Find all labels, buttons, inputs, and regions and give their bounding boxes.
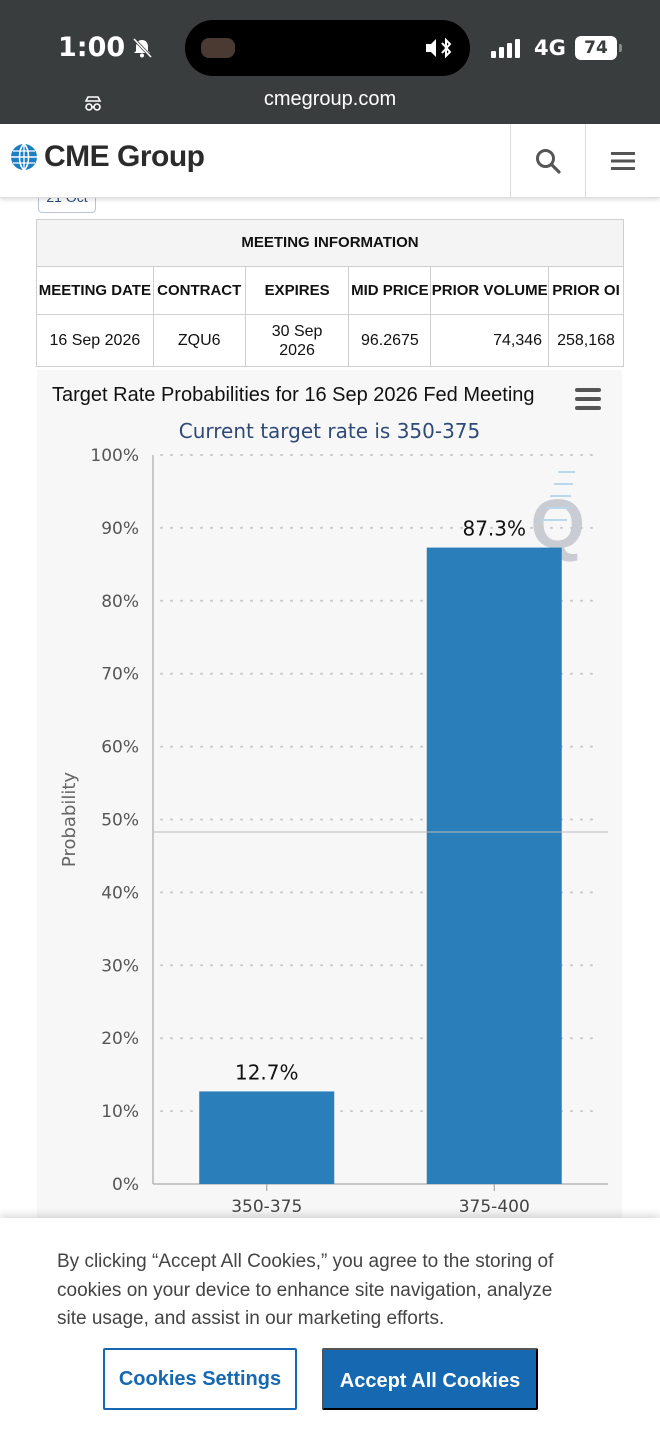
chart-context-menu-icon[interactable] [575,388,601,410]
site-header: CME Group [0,124,660,198]
network-type: 4G [534,36,566,60]
table-row: 16 Sep 2026 ZQU6 30 Sep 2026 96.2675 74,… [36,314,624,367]
battery-icon: 74 [575,36,617,60]
y-tick-label: 90% [101,519,139,539]
table-cell: 258,168 [548,314,624,367]
cme-logo[interactable]: CME Group [10,140,205,174]
logo-text: CME Group [44,140,205,173]
meeting-info-table: MEETING INFORMATION MEETING DATE CONTRAC… [36,219,624,367]
bar [199,1091,335,1184]
column-header: PRIOR OI [548,266,624,315]
battery-tip [619,44,622,52]
table-cell: ZQU6 [152,314,246,367]
table-cell: 96.2675 [348,314,432,367]
chart-plot: Q0%10%20%30%40%50%60%70%80%90%100%Probab… [59,446,608,1217]
column-header: MEETING DATE [36,266,154,315]
status-time: 1:00 [58,32,153,63]
cookies-settings-button[interactable]: Cookies Settings [103,1348,297,1410]
y-tick-label: 100% [90,446,139,466]
column-header: PRIOR VOLUME [430,266,550,315]
date-tab-label: 21 Oct [46,193,88,205]
dynamic-island[interactable] [185,20,470,76]
table-cell: 16 Sep 2026 [36,314,154,367]
y-tick-label: 0% [112,1175,139,1195]
y-tick-label: 50% [101,811,139,831]
y-tick-label: 70% [101,665,139,685]
cookie-banner: By clicking “Accept All Cookies,” you ag… [0,1218,660,1434]
bar [426,547,562,1184]
y-tick-label: 60% [101,738,139,758]
address-bar[interactable]: cmegroup.com [263,88,397,110]
table-caption: MEETING INFORMATION [36,219,624,267]
globe-logo-icon [11,143,37,171]
y-axis-title: Probability [59,772,80,867]
table-cell: 74,346 [430,314,550,367]
data-label: 12.7% [235,1060,299,1084]
column-header: MID PRICE [348,266,432,315]
hamburger-menu-icon [611,152,635,170]
accept-all-cookies-button[interactable]: Accept All Cookies [322,1348,538,1410]
column-header: EXPIRES [244,266,350,315]
y-tick-label: 10% [101,1102,139,1122]
cellular-signal-icon [491,38,520,58]
status-bar: 1:00 4G 74 cmegroup.com [0,0,660,124]
y-tick-label: 30% [101,956,139,976]
bell-muted-icon [133,37,153,58]
x-tick-label: 350-375 [231,1197,302,1217]
meeting-date-tab[interactable]: 21 Oct [38,193,96,213]
data-label: 87.3% [462,517,526,541]
bluetooth-speaker-icon [426,37,452,59]
y-tick-label: 80% [101,592,139,612]
search-button[interactable] [510,124,585,198]
probability-chart: Target Rate Probabilities for 16 Sep 202… [37,370,622,1240]
site-settings-icon[interactable] [82,92,104,114]
search-icon [536,149,561,174]
x-tick-label: 375-400 [459,1197,530,1217]
y-tick-label: 40% [101,883,139,903]
cookie-consent-text: By clicking “Accept All Cookies,” you ag… [57,1251,554,1329]
column-header: CONTRACT [152,266,246,315]
status-time-text: 1:00 [58,32,126,63]
y-tick-label: 20% [101,1029,139,1049]
now-playing-thumbnail [201,38,235,58]
chart-title: Target Rate Probabilities for 16 Sep 202… [52,384,535,406]
menu-button[interactable] [585,124,660,198]
chart-subtitle: Current target rate is 350-375 [178,419,481,443]
table-cell: 30 Sep 2026 [244,314,350,367]
